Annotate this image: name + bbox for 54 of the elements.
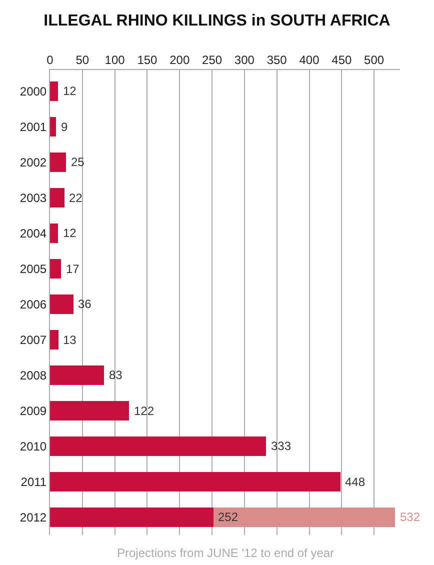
bar <box>50 294 74 314</box>
x-tick-label: 300 <box>234 53 255 68</box>
bar <box>50 259 62 279</box>
y-tick-label: 2004 <box>20 226 47 240</box>
bar <box>50 330 58 350</box>
bar <box>50 117 56 137</box>
data-label: 252 <box>218 510 238 524</box>
data-label: 333 <box>271 439 292 453</box>
bar <box>50 188 64 208</box>
y-tick-label: 2006 <box>20 297 47 312</box>
total-label: 532 <box>400 510 420 524</box>
data-label: 22 <box>69 191 83 205</box>
y-tick-label: 2007 <box>20 332 47 347</box>
x-tick-label: 100 <box>104 53 126 68</box>
x-tick-label: 400 <box>299 53 320 68</box>
text: Projections from JUNE '12 to end of year <box>117 546 334 560</box>
bar <box>50 366 104 386</box>
data-label: 36 <box>78 297 92 311</box>
data-label: 12 <box>63 226 77 240</box>
x-tick-label: 450 <box>332 53 352 68</box>
y-tick-label: 2011 <box>20 474 47 489</box>
y-tick-label: 2000 <box>20 84 47 98</box>
bar <box>50 152 66 172</box>
data-label: 122 <box>134 404 154 418</box>
x-tick-label: 350 <box>266 53 288 68</box>
y-tick-label: 2003 <box>20 190 47 205</box>
data-label: 83 <box>109 368 123 382</box>
data-label: 13 <box>63 333 77 347</box>
x-tick-label: 0 <box>46 53 54 68</box>
bar <box>50 507 214 528</box>
y-tick-label: 2009 <box>20 404 47 418</box>
x-tick-label: 150 <box>137 53 158 68</box>
data-label: 12 <box>63 84 77 98</box>
y-tick-label: 2010 <box>20 439 47 454</box>
bar <box>50 436 266 456</box>
x-tick-label: 200 <box>170 53 190 68</box>
y-tick-label: 2001 <box>20 120 47 134</box>
bar <box>50 224 58 244</box>
data-label: 25 <box>71 155 85 169</box>
x-tick-label: 500 <box>364 53 384 68</box>
chart-title: ILLEGAL RHINO KILLINGS in SOUTH AFRICA <box>44 12 391 30</box>
x-tick-label: 50 <box>76 53 90 68</box>
x-tick-label: 250 <box>202 53 222 68</box>
data-label: 448 <box>345 475 366 489</box>
bar <box>50 472 340 492</box>
y-tick-label: 2005 <box>20 262 47 276</box>
bar <box>50 82 58 102</box>
y-tick-label: 2008 <box>20 368 47 382</box>
data-label: 17 <box>66 262 80 276</box>
bar <box>50 401 130 421</box>
y-tick-label: 2012 <box>20 510 47 524</box>
bar <box>213 507 395 528</box>
y-tick-label: 2002 <box>20 155 47 170</box>
data-label: 9 <box>61 120 68 134</box>
